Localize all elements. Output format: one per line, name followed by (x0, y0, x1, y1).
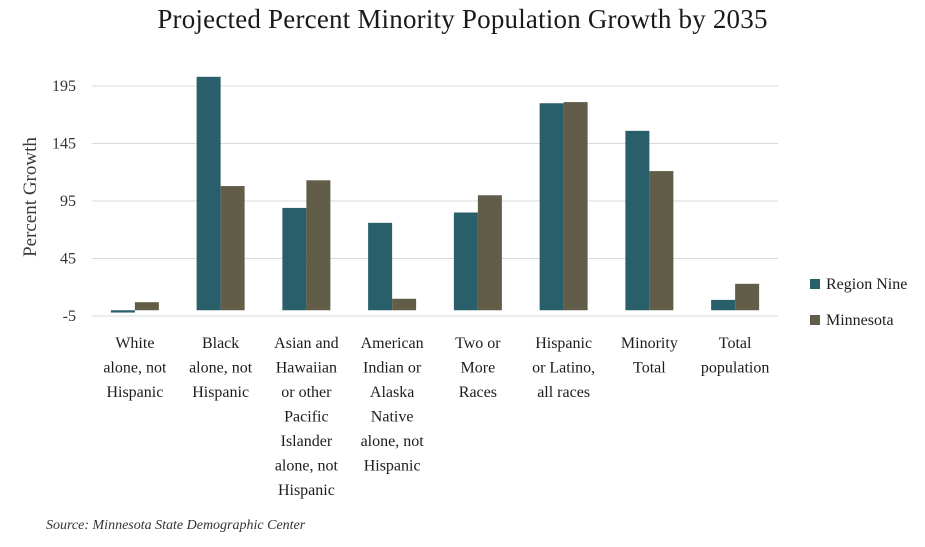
x-axis-categories: White alone, not Hispanic Black alone, not Hi… (103, 335, 769, 499)
x-category-label: Asian and Hawaiian or other Pacific Islander… (274, 335, 338, 499)
y-tick-label: 45 (60, 251, 76, 268)
bar-region-nine (625, 130, 650, 311)
bar-minnesota (477, 195, 502, 311)
legend-swatch (810, 279, 820, 289)
source-note: Source: Minnesota State Demographic Cent… (46, 518, 306, 533)
y-axis-ticks: -5 45 95 145 195 (52, 78, 76, 325)
bar-region-nine (539, 103, 564, 311)
x-category-label: Minority Total (621, 335, 678, 377)
x-category-label: American Indian or Alaska Native alone, not H… (361, 335, 425, 475)
x-category-label: White alone, not Hispanic (103, 335, 167, 401)
legend-swatch (810, 315, 820, 325)
y-tick-label: -5 (63, 308, 76, 325)
bar-minnesota (220, 186, 245, 311)
y-axis-label: Percent Growth (20, 137, 41, 257)
x-category-label: Hispanic or Latino, all races (532, 335, 595, 401)
bar-minnesota (392, 298, 417, 311)
legend-label: Minnesota (826, 312, 894, 329)
legend-label: Region Nine (826, 276, 907, 293)
bar-minnesota (563, 102, 588, 311)
chart-title: Projected Percent Minority Population Gr… (157, 4, 768, 34)
bar-minnesota (649, 171, 674, 311)
bar-minnesota (306, 180, 331, 311)
bar-region-nine (110, 310, 135, 313)
x-category-label: Black alone, not Hispanic (189, 335, 253, 401)
bar-minnesota (134, 302, 159, 311)
bar-region-nine (282, 207, 307, 311)
y-tick-label: 195 (52, 78, 76, 95)
bar-region-nine (711, 299, 736, 311)
x-category-label: Two or More Races (455, 335, 501, 401)
bar-region-nine (368, 222, 393, 311)
bar-region-nine (196, 76, 221, 311)
y-tick-label: 145 (52, 136, 76, 153)
bar-region-nine (453, 212, 478, 311)
y-tick-label: 95 (60, 193, 76, 210)
bars (110, 76, 760, 313)
legend: Region Nine Minnesota (810, 276, 907, 329)
gridlines (92, 85, 778, 317)
bar-minnesota (735, 283, 760, 311)
x-category-label: Total population (701, 335, 769, 377)
